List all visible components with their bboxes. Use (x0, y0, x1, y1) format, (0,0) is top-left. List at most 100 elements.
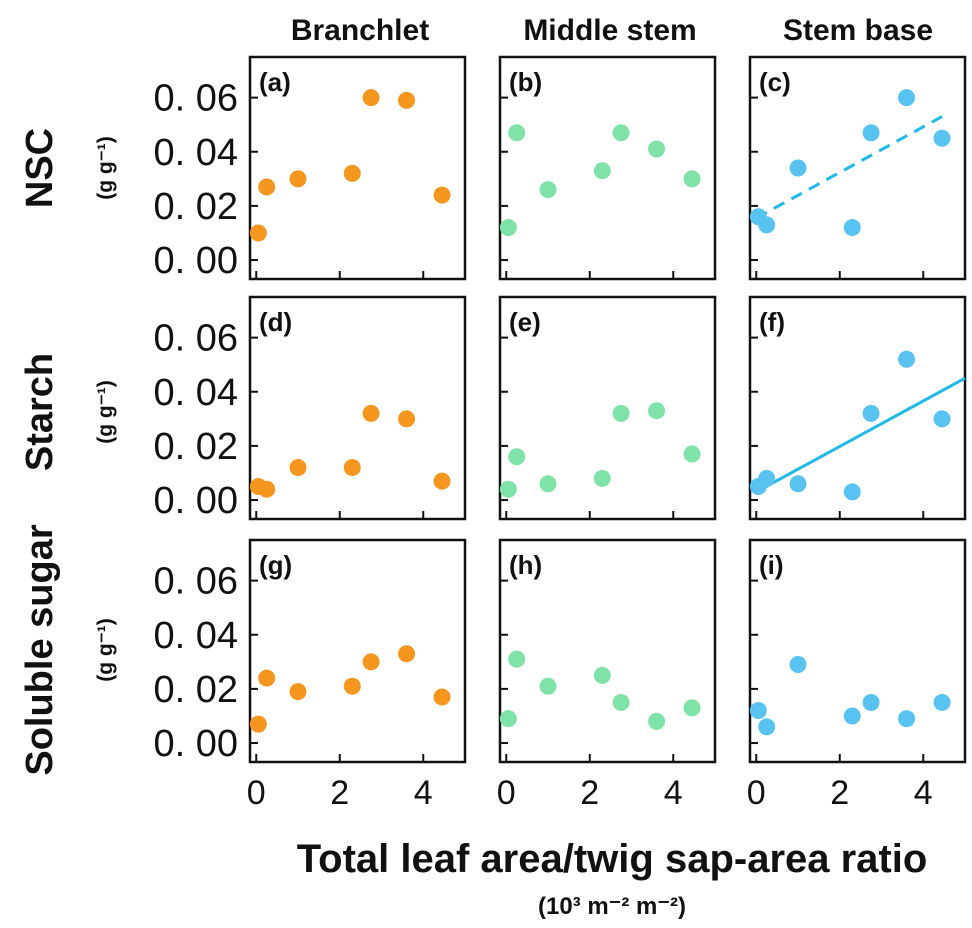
panel-label: (e) (509, 307, 541, 337)
panel-frame (748, 538, 967, 764)
data-point (398, 645, 416, 663)
data-point (499, 710, 517, 728)
scatter-panel: (c) (748, 55, 967, 281)
data-point (612, 404, 630, 422)
x-tick-label: 4 (914, 774, 933, 812)
data-point (362, 89, 380, 107)
y-tick-label: 0. 06 (153, 78, 238, 120)
data-point (499, 219, 517, 237)
panel-label: (b) (509, 67, 542, 97)
data-point (933, 129, 951, 147)
data-point (593, 469, 611, 487)
data-point (289, 459, 307, 477)
data-point (749, 702, 767, 720)
data-point (648, 402, 666, 420)
data-point (289, 170, 307, 188)
scatter-panel: (f) (748, 295, 967, 521)
panel-frame (498, 55, 717, 281)
x-tick-label: 0 (247, 774, 266, 812)
regression-line (755, 115, 943, 220)
x-tick-label: 0 (747, 774, 766, 812)
scatter-panel: 0. 00 0. 02 0. 04 0. 06 0 2 4 (g) (153, 538, 467, 812)
panel-label: (d) (259, 307, 292, 337)
x-axis-label: Total leaf area/twig sap-area ratio (297, 837, 928, 881)
panel-frame (248, 295, 467, 521)
data-point (362, 404, 380, 422)
x-axis-unit: (10³ m⁻² m⁻²) (538, 893, 686, 920)
row-title-starch: Starch (19, 353, 61, 471)
panel-frame (248, 55, 467, 281)
data-point (758, 216, 776, 234)
data-point (862, 404, 880, 422)
column-title-branchlet: Branchlet (291, 14, 429, 47)
y-tick-label: 0. 00 (153, 240, 238, 282)
data-point (933, 410, 951, 428)
data-point (508, 650, 526, 668)
column-title-stem-base: Stem base (783, 14, 933, 47)
panel-label: (h) (509, 550, 542, 580)
data-point (289, 683, 307, 701)
data-point (843, 219, 861, 237)
scatter-panel: 0. 00 0. 02 0. 04 0. 06 (d) (153, 295, 467, 522)
y-tick-label: 0. 06 (153, 561, 238, 603)
data-point (683, 445, 701, 463)
panel-frame (748, 295, 967, 521)
data-point (758, 469, 776, 487)
x-tick-label: 2 (830, 774, 849, 812)
scatter-panel: 0 2 4 (i) (747, 538, 967, 812)
data-point (499, 480, 517, 498)
data-point (648, 712, 666, 730)
panel-label: (i) (759, 550, 784, 580)
data-point (249, 224, 267, 242)
y-tick-label: 0. 02 (153, 426, 238, 468)
data-point (539, 181, 557, 199)
data-point (612, 124, 630, 142)
data-point (539, 475, 557, 493)
data-point (683, 699, 701, 717)
data-point (862, 124, 880, 142)
scatter-panel: (e) (498, 295, 717, 521)
x-tick-label: 4 (664, 774, 683, 812)
y-tick-label: 0. 00 (153, 480, 238, 522)
y-tick-label: 0. 04 (153, 132, 238, 174)
data-point (508, 124, 526, 142)
x-tick-label: 4 (414, 774, 433, 812)
y-tick-label: 0. 02 (153, 669, 238, 711)
panel-frame (498, 538, 717, 764)
data-point (898, 710, 916, 728)
data-point (648, 140, 666, 158)
x-tick-label: 2 (580, 774, 599, 812)
data-point (898, 89, 916, 107)
panel-frame (748, 55, 967, 281)
y-tick-label: 0. 06 (153, 318, 238, 360)
x-tick-label: 2 (330, 774, 349, 812)
data-point (343, 164, 361, 182)
data-point (612, 693, 630, 711)
row-unit-soluble-sugar: (g g⁻¹) (94, 618, 117, 682)
panel-frame (498, 295, 717, 521)
data-point (343, 677, 361, 695)
data-point (789, 159, 807, 177)
x-tick-label: 0 (497, 774, 516, 812)
row-unit-nsc: (g g⁻¹) (94, 136, 117, 200)
data-point (433, 688, 451, 706)
panels-group: 0. 000. 020. 040. 06 (a) (b) (c)0. 000. 020… (153, 55, 967, 812)
data-point (258, 669, 276, 687)
panel-frame (248, 538, 467, 764)
panel-label: (f) (759, 307, 785, 337)
data-point (508, 448, 526, 466)
y-tick-label: 0. 00 (153, 723, 238, 765)
scatter-panel: 0 2 4 (h) (497, 538, 717, 812)
row-unit-starch: (g g⁻¹) (94, 380, 117, 444)
data-point (398, 91, 416, 109)
data-point (433, 186, 451, 204)
data-point (758, 718, 776, 736)
data-point (843, 707, 861, 725)
row-title-soluble-sugar: Soluble sugar (19, 524, 61, 775)
data-point (862, 693, 880, 711)
data-point (433, 472, 451, 490)
data-point (249, 715, 267, 733)
y-tick-label: 0. 04 (153, 372, 238, 414)
data-point (593, 162, 611, 180)
data-point (539, 677, 557, 695)
